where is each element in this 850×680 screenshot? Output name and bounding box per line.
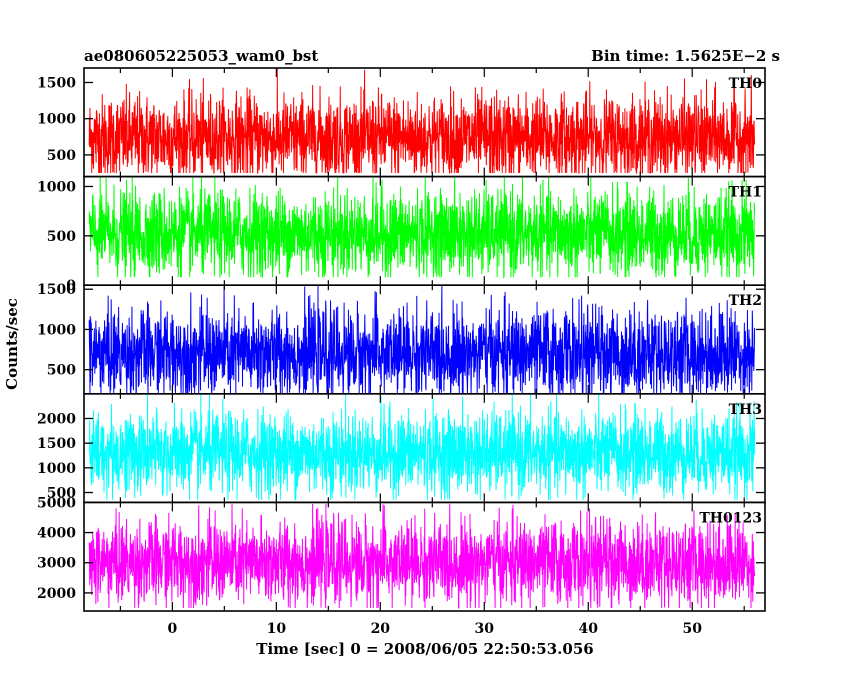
- series-th0123: [88, 503, 756, 609]
- y-tick-label: 1000: [37, 179, 76, 195]
- y-axis-label: Counts/sec: [3, 298, 21, 390]
- panel-th2: 500 1000 1500 TH2: [37, 282, 766, 395]
- panel-label-th1: TH1: [729, 185, 762, 201]
- panel-th3: 500 1000 1500 2000 TH3: [37, 392, 766, 504]
- y-tick-label: 1500: [37, 436, 76, 452]
- y-tick-label: 1500: [37, 282, 76, 298]
- x-tick-label: 40: [579, 621, 599, 637]
- panel-label-th2: TH2: [729, 293, 762, 309]
- y-tick-label: 2000: [37, 586, 76, 602]
- x-tick-label: 50: [682, 621, 702, 637]
- y-tick-label: 4000: [37, 526, 76, 542]
- y-tick-label: 1000: [37, 461, 76, 477]
- y-tick-label: 500: [47, 363, 76, 379]
- panel-frame: [83, 501, 766, 612]
- x-tick-label: 0: [167, 621, 177, 637]
- panel-th1: 0 500 1000 TH1: [37, 175, 766, 294]
- y-tick-label: 0: [66, 278, 76, 294]
- y-tick-label: 1500: [37, 75, 76, 91]
- y-tick-label: 3000: [37, 556, 76, 572]
- y-tick-label: 1000: [37, 322, 76, 338]
- series-th2: [88, 285, 756, 394]
- y-tick-label: 500: [47, 486, 76, 502]
- x-tick-label: 30: [475, 621, 495, 637]
- series-th0: [88, 68, 756, 175]
- y-tick-label: 500: [47, 148, 76, 164]
- y-tick-label: 1000: [37, 112, 76, 128]
- panel-label-th0123: TH0123: [699, 510, 762, 526]
- panel-th0123: 2000 3000 4000 5000 TH0123: [37, 495, 766, 612]
- x-tick-label: 10: [267, 621, 287, 637]
- panel-label-th0: TH0: [729, 76, 763, 92]
- series-th1: [88, 176, 756, 280]
- y-tick-label: 2000: [37, 411, 76, 427]
- panel-label-th3: TH3: [729, 402, 762, 418]
- panel-th0: 500 1000 1500 TH0: [37, 67, 766, 178]
- series-th3: [88, 393, 756, 500]
- chart-title: ae080605225053_wam0_bst: [84, 47, 318, 65]
- x-tick-label: 20: [371, 621, 391, 637]
- y-tick-label: 5000: [37, 495, 76, 511]
- y-tick-label: 500: [47, 229, 76, 245]
- x-axis-label: Time [sec] 0 = 2008/06/05 22:50:53.056: [256, 640, 593, 658]
- bin-time-label: Bin time: 1.5625E−2 s: [591, 47, 780, 65]
